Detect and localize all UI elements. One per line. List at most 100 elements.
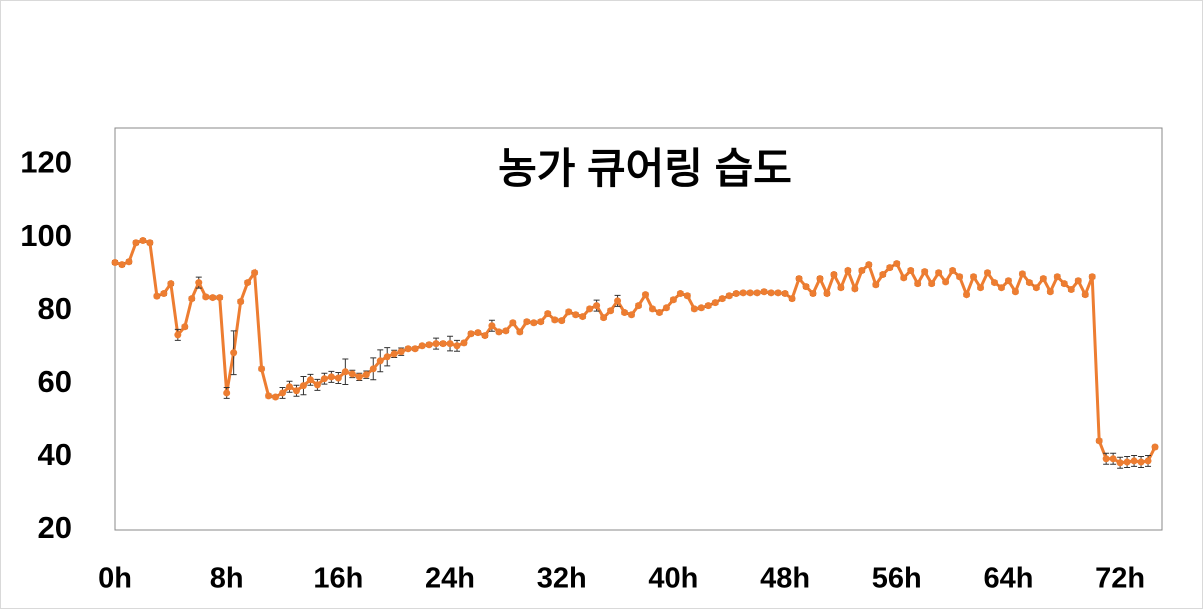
- data-point: [949, 267, 957, 275]
- x-tick-label: 8h: [210, 563, 244, 595]
- data-point: [1095, 437, 1103, 445]
- data-point: [1088, 273, 1096, 281]
- data-point: [997, 284, 1005, 292]
- data-point: [788, 295, 796, 303]
- data-point: [830, 271, 838, 279]
- data-point: [404, 345, 412, 353]
- data-point: [418, 342, 426, 350]
- data-point: [495, 328, 503, 336]
- y-tick-label: 80: [38, 291, 72, 326]
- data-point: [1018, 270, 1026, 278]
- data-point: [753, 289, 761, 297]
- data-point: [572, 311, 580, 319]
- data-point: [1109, 455, 1117, 463]
- data-point: [237, 298, 245, 306]
- data-point: [823, 290, 831, 298]
- data-point: [600, 314, 608, 322]
- data-point: [1102, 455, 1110, 463]
- data-point: [579, 313, 587, 321]
- data-point: [202, 293, 210, 301]
- data-point: [739, 289, 747, 297]
- data-point: [935, 269, 943, 277]
- data-point: [990, 279, 998, 287]
- data-point: [446, 340, 454, 348]
- data-point: [844, 267, 852, 275]
- x-tick-label: 56h: [872, 563, 922, 595]
- data-point: [481, 332, 489, 340]
- data-point: [795, 275, 803, 283]
- chart-title: 농가 큐어링 습도: [498, 145, 792, 192]
- data-point: [593, 302, 601, 310]
- x-tick-label: 32h: [537, 563, 587, 595]
- data-point: [425, 341, 433, 349]
- data-point: [732, 290, 740, 298]
- x-tick-label: 48h: [760, 563, 810, 595]
- data-point: [111, 258, 119, 266]
- data-point: [551, 316, 559, 324]
- data-point: [502, 327, 510, 335]
- data-point: [879, 271, 887, 279]
- data-point: [523, 318, 531, 326]
- data-point: [858, 267, 866, 275]
- data-point: [872, 281, 880, 289]
- data-point: [558, 317, 566, 325]
- data-point: [474, 329, 482, 337]
- data-point: [900, 274, 908, 282]
- data-point: [837, 284, 845, 292]
- data-point: [188, 295, 196, 303]
- data-point: [565, 308, 573, 316]
- data-point: [272, 393, 280, 401]
- plot-area: [114, 127, 1163, 531]
- data-point: [132, 239, 140, 247]
- data-point: [411, 345, 419, 353]
- data-point: [1053, 273, 1061, 281]
- data-point: [209, 294, 217, 302]
- data-point: [320, 375, 328, 383]
- data-point: [258, 365, 266, 373]
- data-point: [1046, 288, 1054, 296]
- data-point: [376, 357, 384, 365]
- data-point: [662, 304, 670, 312]
- data-point: [1130, 457, 1138, 465]
- data-point: [153, 292, 161, 300]
- data-point: [774, 289, 782, 297]
- data-point: [921, 268, 929, 276]
- data-point: [1081, 291, 1089, 299]
- data-point: [397, 348, 405, 356]
- data-point: [167, 280, 175, 288]
- data-point: [1067, 286, 1075, 294]
- data-point: [244, 279, 252, 287]
- data-point: [390, 350, 398, 358]
- data-point: [711, 299, 719, 307]
- data-point: [635, 302, 642, 310]
- data-point: [607, 307, 615, 315]
- data-point: [614, 297, 622, 305]
- data-point: [453, 342, 461, 350]
- data-point: [1004, 277, 1012, 285]
- data-point: [313, 381, 321, 389]
- data-point: [341, 368, 349, 376]
- data-point: [816, 275, 824, 283]
- data-point: [251, 269, 259, 277]
- data-point: [139, 237, 147, 245]
- data-point: [760, 288, 768, 296]
- data-point: [195, 279, 203, 287]
- data-point: [181, 323, 189, 331]
- data-point: [676, 290, 684, 298]
- data-point: [963, 291, 971, 299]
- data-point: [970, 273, 978, 281]
- data-point: [586, 305, 594, 313]
- data-point: [1123, 458, 1131, 466]
- data-point: [977, 284, 985, 292]
- data-point: [369, 365, 377, 373]
- data-point: [516, 328, 524, 336]
- data-point: [697, 304, 705, 312]
- y-tick-label: 20: [38, 510, 72, 545]
- data-point: [683, 292, 691, 300]
- data-point: [530, 319, 538, 327]
- data-point: [648, 305, 656, 313]
- data-point: [509, 319, 517, 327]
- data-point: [984, 269, 991, 277]
- data-point: [216, 294, 224, 302]
